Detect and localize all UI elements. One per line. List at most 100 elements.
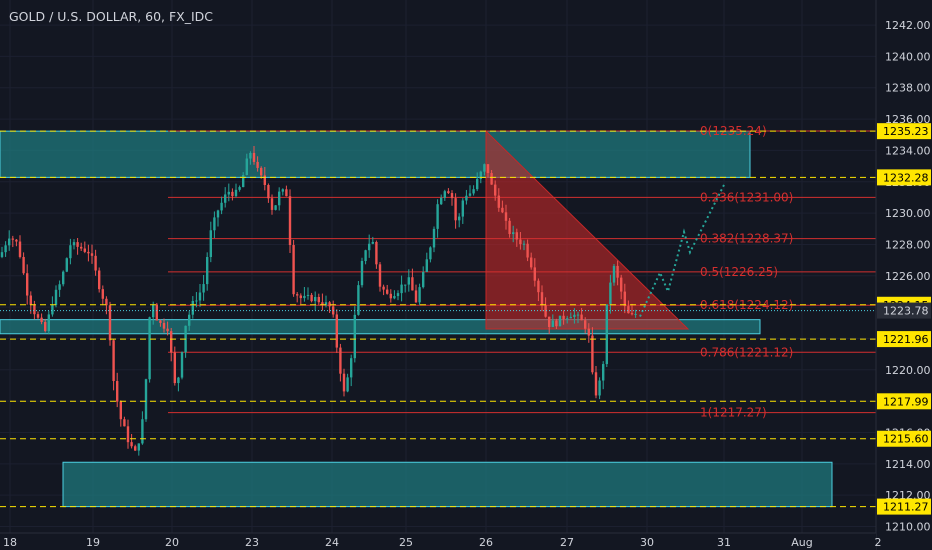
candle-body <box>69 245 72 259</box>
candle-body <box>364 250 367 261</box>
candle-body <box>544 305 547 317</box>
time-tick-label: Aug <box>791 536 812 549</box>
candle-body <box>609 282 612 305</box>
projection-line <box>639 184 725 317</box>
lower-support-zone <box>62 461 833 508</box>
candle-body <box>263 175 266 186</box>
candle-body <box>317 297 320 303</box>
candle-body <box>407 277 410 285</box>
candle-body <box>101 289 104 299</box>
price-tick-label: 1240.00 <box>885 50 931 63</box>
price-tag-bg <box>877 123 931 140</box>
candle-body <box>47 314 50 332</box>
candle-body <box>29 295 32 305</box>
candle-body <box>242 175 245 188</box>
candle-body <box>227 191 230 195</box>
candle-body <box>616 265 619 278</box>
candle-body <box>108 305 112 341</box>
time-tick-label: 20 <box>165 536 179 549</box>
candle-body <box>461 200 464 217</box>
candle-body <box>310 294 313 302</box>
price-tag-label: 1232.28 <box>883 171 929 184</box>
candle-body <box>18 241 22 257</box>
candle-body <box>245 158 248 176</box>
candle-body <box>33 304 36 315</box>
zones <box>0 130 833 508</box>
candle-body <box>22 256 25 274</box>
candle-body <box>0 252 4 257</box>
candle-body <box>162 322 166 329</box>
candle-body <box>130 442 133 447</box>
candle-body <box>144 379 148 420</box>
candle-body <box>411 277 414 291</box>
candle-body <box>256 161 259 168</box>
candle-body <box>422 271 425 288</box>
time-axis-background <box>0 533 876 550</box>
candle-body <box>490 173 493 185</box>
candle-body <box>414 290 418 303</box>
last-price-tag-label: 1223.78 <box>883 305 929 318</box>
price-tag-bg <box>877 498 931 515</box>
candle-body <box>605 304 608 365</box>
candle-body <box>216 210 220 218</box>
candle-body <box>80 246 83 249</box>
candle-body <box>440 197 443 205</box>
candle-body <box>224 194 227 203</box>
candle-body <box>576 314 580 316</box>
candle-body <box>134 446 137 451</box>
candle-body <box>602 364 605 381</box>
price-axis-background <box>876 0 932 550</box>
candle-body <box>314 297 317 302</box>
candle-body <box>296 294 299 296</box>
candle-body <box>450 193 454 199</box>
price-tick-label: 1226.00 <box>885 270 931 283</box>
candle-body <box>65 258 68 272</box>
candle-body <box>580 314 583 321</box>
candle-body <box>386 289 389 294</box>
candle-body <box>494 184 497 196</box>
price-axis[interactable]: 1210.001212.001214.001216.001218.001220.… <box>875 0 932 550</box>
time-tick-label: 23 <box>245 536 259 549</box>
candle-body <box>198 292 202 301</box>
projection-path <box>639 184 725 317</box>
price-tick-label: 1214.00 <box>885 458 931 471</box>
candle-body <box>519 239 522 245</box>
candle-body <box>587 328 590 336</box>
candle-body <box>404 284 407 286</box>
candle-body <box>126 426 130 443</box>
candle-body <box>389 293 392 299</box>
time-axis[interactable]: 18 19 20 23 24 25 26 27 30 31 Aug 2 <box>0 532 882 550</box>
candle-body <box>522 243 526 245</box>
candle-body <box>425 259 428 272</box>
candle-body <box>562 315 565 319</box>
fib-level-label: 0.236(1231.00) <box>700 190 793 204</box>
fib-level-label: 1(1217.27) <box>700 406 767 420</box>
candle-body <box>8 238 11 246</box>
candle-body <box>551 320 554 327</box>
candle-body <box>526 243 529 258</box>
time-tick-label: 30 <box>640 536 654 549</box>
candle-body <box>119 401 122 420</box>
candle-body <box>62 271 65 285</box>
candle-body <box>472 189 475 194</box>
time-tick-label: 31 <box>717 536 731 549</box>
candle-body <box>40 317 43 322</box>
price-tick-label: 1234.00 <box>885 144 931 157</box>
candle-body <box>137 443 140 451</box>
candle-body <box>306 294 310 296</box>
price-tag-label: 1217.99 <box>883 395 929 408</box>
candle-body <box>573 314 576 318</box>
candle-body <box>360 260 364 286</box>
candle-body <box>598 380 601 396</box>
candle-body <box>112 340 115 382</box>
fib-level-label: 0.618(1224.12) <box>700 298 793 312</box>
candle-body <box>339 347 342 374</box>
fib-level-label: 0.786(1221.12) <box>700 345 793 359</box>
candle-body <box>501 207 504 213</box>
candle-body <box>141 419 144 444</box>
candle-body <box>278 191 281 206</box>
candle-body <box>584 320 587 329</box>
candle-body <box>346 377 349 392</box>
